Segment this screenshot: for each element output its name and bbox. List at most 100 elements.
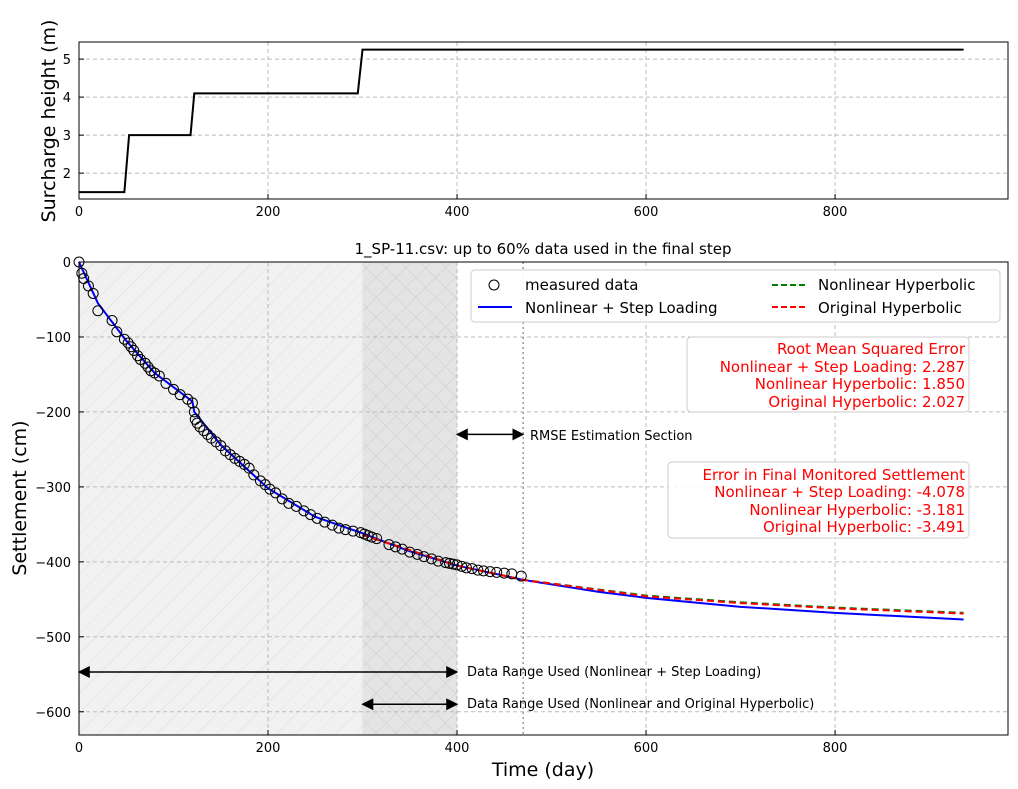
range-step-label: Data Range Used (Nonlinear + Step Loadin…	[467, 665, 761, 680]
measured-point	[498, 567, 510, 579]
surcharge-line	[79, 48, 964, 194]
measured-point	[396, 543, 408, 555]
rmse-line: Nonlinear + Step Loading: 2.287	[720, 358, 965, 376]
measured-point	[202, 428, 214, 440]
data-range-hatch	[362, 262, 458, 735]
measured-point	[76, 267, 88, 279]
range-hyp-label: Data Range Used (Nonlinear and Original …	[467, 697, 814, 712]
measured-point	[122, 337, 134, 349]
bottom-ylabel: Settlement (cm)	[9, 420, 31, 575]
settlement-plot: 0 200 400 600 800 0 −100 −200 −300 −400 −500 −600	[35, 256, 1009, 756]
measured-point	[477, 565, 489, 577]
y-tick-label: 5	[63, 53, 71, 68]
bottom-title: 1_SP-11.csv: up to 60% data used in the …	[355, 240, 732, 259]
measured-point	[191, 417, 203, 429]
error-line: Nonlinear Hyperbolic: -3.181	[749, 501, 965, 519]
error-line: Error in Final Monitored Settlement	[703, 466, 966, 484]
rmse-line: Root Mean Squared Error	[777, 340, 966, 358]
y-tick-label: 2	[63, 167, 71, 182]
measured-point	[87, 287, 99, 299]
nonlinear-step-line	[78, 261, 964, 621]
y-tick-label: −400	[35, 556, 71, 571]
measured-point	[153, 370, 165, 382]
measured-point	[125, 341, 137, 353]
measured-point	[132, 350, 144, 362]
rmse-section-label: RMSE Estimation Section	[530, 429, 693, 444]
measured-point	[319, 516, 331, 528]
measured-point	[118, 333, 130, 345]
measured-point	[418, 551, 430, 563]
measured-point	[347, 525, 359, 537]
bottom-xlabel: Time (day)	[491, 759, 594, 781]
y-tick-label: −200	[35, 406, 71, 421]
measured-point	[298, 505, 310, 517]
measured-point	[456, 560, 468, 572]
error-line: Nonlinear + Step Loading: -4.078	[714, 483, 965, 501]
measured-point	[426, 553, 438, 565]
measured-point	[340, 524, 352, 536]
measured-point	[366, 531, 378, 543]
rmse-box: Root Mean Squared Error Nonlinear + Step…	[686, 336, 970, 413]
measured-point	[472, 564, 484, 576]
measured-point	[404, 546, 416, 558]
measured-point	[111, 326, 123, 338]
measured-point	[440, 557, 452, 569]
measured-point	[432, 555, 444, 567]
measured-point	[333, 522, 345, 534]
y-tick-label: −300	[35, 481, 71, 496]
x-tick-label: 800	[823, 205, 848, 220]
legend-label: measured data	[525, 276, 639, 294]
error-box: Error in Final Monitored Settlement Nonl…	[667, 461, 970, 539]
x-tick-label: 600	[634, 205, 659, 220]
measured-point	[92, 305, 104, 317]
measured-point	[411, 548, 423, 560]
y-tick-label: −500	[35, 631, 71, 646]
measured-point	[371, 533, 383, 545]
measured-point	[142, 361, 154, 373]
x-tick-label: 400	[445, 205, 470, 220]
y-tick-label: −100	[35, 331, 71, 346]
measured-point	[283, 497, 295, 509]
top-ylabel: Surcharge height (m)	[38, 20, 60, 223]
legend-marker-measured	[488, 279, 500, 291]
measured-point	[186, 397, 198, 409]
y-tick-label: 0	[63, 256, 71, 271]
plot-frame	[78, 41, 1009, 200]
error-line: Original Hyperbolic: -3.491	[763, 518, 965, 536]
measured-point	[326, 519, 338, 531]
y-tick-label: 4	[63, 91, 71, 106]
x-tick-label: 400	[445, 741, 470, 756]
measured-point	[160, 377, 172, 389]
x-tick-label: 200	[256, 741, 281, 756]
measured-point	[460, 562, 472, 574]
legend-label: Original Hyperbolic	[818, 299, 962, 317]
x-tick-label: 600	[634, 741, 659, 756]
measured-point	[139, 357, 151, 369]
measured-point	[305, 509, 317, 521]
measured-point	[270, 487, 282, 499]
x-tick-label: 0	[75, 741, 83, 756]
legend: measured data Nonlinear + Step Loading N…	[470, 269, 1001, 323]
x-tick-label: 0	[75, 205, 83, 220]
rmse-line: Original Hyperbolic: 2.027	[768, 393, 965, 411]
x-tick-label: 200	[256, 205, 281, 220]
measured-point	[198, 425, 210, 437]
measured-point	[466, 563, 478, 575]
measured-point	[264, 483, 276, 495]
surcharge-plot: 0 200 400 600 800 2 3 4 5	[63, 41, 1009, 220]
x-tick-label: 800	[823, 741, 848, 756]
measured-point	[248, 469, 260, 481]
plot-frame	[78, 261, 1009, 736]
rmse-line: Nonlinear Hyperbolic: 1.850	[755, 375, 965, 393]
measured-point	[484, 566, 496, 578]
measured-point	[188, 406, 200, 418]
measured-point	[106, 314, 118, 326]
measured-point	[194, 421, 206, 433]
legend-label: Nonlinear + Step Loading	[525, 299, 718, 317]
measured-point	[491, 566, 503, 578]
measured-point	[383, 539, 395, 551]
measured-point	[390, 541, 402, 553]
measured-point	[443, 557, 455, 569]
y-tick-label: −600	[35, 706, 71, 721]
